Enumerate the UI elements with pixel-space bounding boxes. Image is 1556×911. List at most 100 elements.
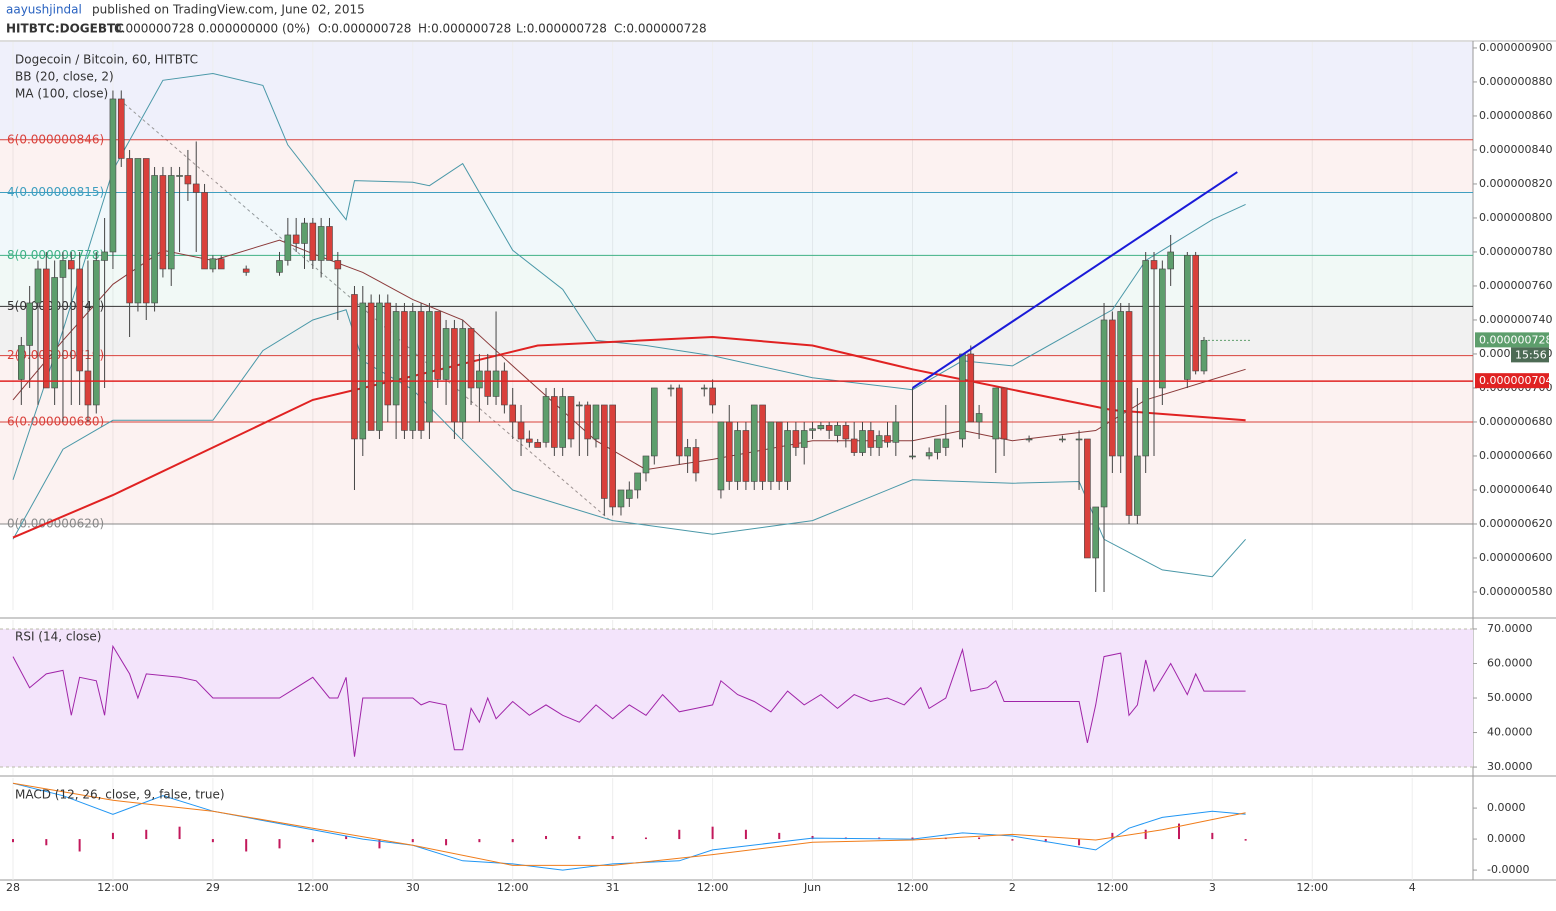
candle-body bbox=[1059, 438, 1066, 441]
ohlc-open: O:0.000000728 bbox=[318, 22, 411, 36]
candle-body bbox=[467, 328, 475, 389]
candle-body bbox=[1150, 260, 1158, 270]
candle-body bbox=[859, 430, 866, 453]
candle-body bbox=[767, 421, 775, 482]
candle-body bbox=[576, 404, 583, 407]
y-tick-label: 0.000000680 bbox=[1479, 415, 1552, 428]
author[interactable]: aayushjindal bbox=[6, 3, 82, 17]
candle-body bbox=[750, 404, 758, 482]
x-tick-label: 31 bbox=[606, 881, 620, 894]
candle-body bbox=[51, 277, 58, 389]
level-label: 6(0.000000846) bbox=[7, 132, 104, 146]
y-tick-label: 0.000000660 bbox=[1479, 449, 1552, 462]
ma-price-label: 0.000000704 bbox=[1479, 374, 1552, 387]
candle-body bbox=[84, 370, 92, 406]
legend-entry: BB (20, close, 2) bbox=[15, 70, 114, 84]
candle-body bbox=[351, 294, 358, 440]
candle-body bbox=[934, 438, 941, 453]
candle-body bbox=[725, 421, 733, 482]
candle-body bbox=[217, 258, 225, 270]
x-tick-label: 2 bbox=[1009, 881, 1016, 894]
legend-entry: MA (100, close) bbox=[15, 87, 108, 101]
candle-body bbox=[101, 251, 108, 261]
level-label: 0(0.000000620) bbox=[7, 516, 104, 530]
candle-body bbox=[551, 396, 558, 448]
candle-body bbox=[626, 489, 633, 499]
candle-body bbox=[1075, 438, 1083, 441]
x-tick-label: 12:00 bbox=[1296, 881, 1328, 894]
candle-body bbox=[909, 455, 916, 458]
candle-body bbox=[392, 311, 400, 406]
y-tick-label: 0.000000860 bbox=[1479, 109, 1552, 122]
level-band bbox=[0, 255, 1473, 307]
candle-body bbox=[1000, 387, 1008, 440]
candle-body bbox=[376, 302, 383, 431]
ma-line bbox=[12, 335, 1246, 539]
candle-body bbox=[700, 387, 708, 390]
x-tick-label: 3 bbox=[1209, 881, 1216, 894]
candle-body bbox=[634, 472, 641, 491]
candle-body bbox=[1092, 506, 1100, 559]
candle-body bbox=[401, 311, 408, 431]
candle-body bbox=[542, 396, 550, 443]
candle-body bbox=[1200, 340, 1208, 372]
candle-body bbox=[892, 421, 900, 443]
candle-body bbox=[184, 175, 192, 185]
candle-body bbox=[675, 387, 683, 457]
candle-body bbox=[359, 302, 367, 440]
x-tick-label: 28 bbox=[6, 881, 20, 894]
y-tick-label: 0.000000740 bbox=[1479, 313, 1552, 326]
top-band bbox=[0, 42, 1473, 140]
candle-body bbox=[192, 183, 200, 193]
x-tick-label: 30 bbox=[406, 881, 420, 894]
candle-body bbox=[1084, 438, 1091, 559]
level-label: 4(0.000000815) bbox=[7, 185, 104, 199]
candle-body bbox=[409, 311, 417, 431]
last-price-label: 0.000000728 bbox=[1479, 333, 1552, 346]
candle-body bbox=[434, 311, 442, 380]
candle-body bbox=[1192, 255, 1199, 372]
candle-body bbox=[959, 353, 966, 440]
level-band bbox=[0, 306, 1473, 356]
y-tick-label: 0.000000760 bbox=[1479, 279, 1552, 292]
candle-body bbox=[592, 404, 600, 440]
candle-body bbox=[925, 452, 933, 457]
candle-body bbox=[842, 425, 850, 440]
candle-body bbox=[43, 268, 50, 389]
x-tick-label: 12:00 bbox=[97, 881, 129, 894]
y-tick-label: 0.000000600 bbox=[1479, 551, 1552, 564]
candle-body bbox=[334, 260, 342, 270]
candle-body bbox=[417, 311, 425, 431]
panel-title: MACD (12, 26, close, 9, false, true) bbox=[15, 788, 225, 802]
candle-body bbox=[709, 387, 716, 406]
indicator-line bbox=[12, 644, 1246, 757]
candle-body bbox=[1142, 260, 1149, 457]
candle-body bbox=[601, 404, 608, 499]
candle-body bbox=[800, 430, 808, 448]
x-tick-label: 12:00 bbox=[297, 881, 329, 894]
y-tick-label: 70.0000 bbox=[1487, 622, 1533, 635]
candle-body bbox=[1159, 268, 1166, 389]
candle-body bbox=[1109, 319, 1116, 457]
candle-body bbox=[167, 175, 175, 270]
ohlc-low: L:0.000000728 bbox=[516, 22, 607, 36]
candle-body bbox=[18, 345, 25, 380]
candle-body bbox=[1100, 319, 1108, 508]
candle-body bbox=[517, 421, 525, 440]
y-tick-label: 50.0000 bbox=[1487, 691, 1533, 704]
candle-body bbox=[117, 98, 125, 159]
level-label: 6(0.000000680) bbox=[7, 414, 104, 428]
candle-body bbox=[34, 268, 42, 304]
candle-body bbox=[76, 268, 83, 372]
x-tick-label: 12:00 bbox=[897, 881, 929, 894]
y-tick-label: 0.000000840 bbox=[1479, 143, 1552, 156]
candle-body bbox=[742, 430, 750, 482]
candle-body bbox=[875, 435, 883, 448]
candle-body bbox=[242, 268, 250, 273]
candle-body bbox=[26, 302, 33, 346]
candle-body bbox=[609, 404, 616, 508]
last-price-badge bbox=[1475, 332, 1549, 348]
y-tick-label: 0.000000620 bbox=[1479, 517, 1552, 530]
candle-body bbox=[367, 302, 375, 431]
